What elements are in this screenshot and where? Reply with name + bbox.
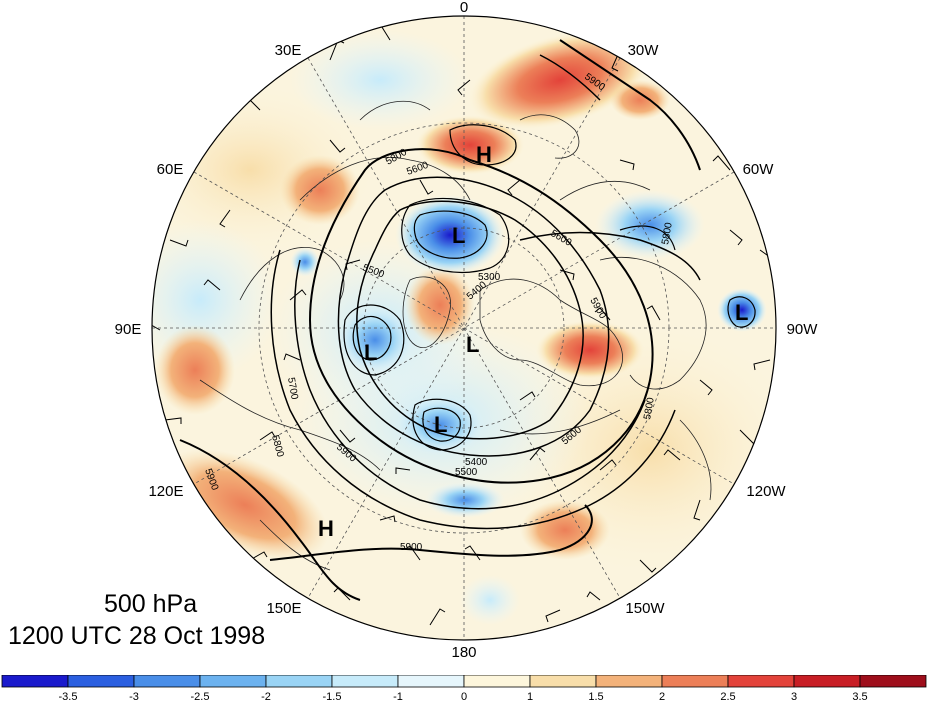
lon-label-180: 180 <box>451 644 476 661</box>
colorbar-tick-label: -3 <box>129 691 139 702</box>
lon-label-90e: 90E <box>115 321 142 338</box>
colorbar-box <box>67 675 135 688</box>
graticule <box>152 16 776 640</box>
contour-label: 5800 <box>642 396 657 420</box>
lon-label-150w: 150W <box>625 600 665 617</box>
lon-label-30w: 30W <box>628 42 660 59</box>
colorbar-tick-label: -2.5 <box>191 691 210 702</box>
contour-label: 5800 <box>660 221 675 245</box>
height-contours <box>179 39 756 601</box>
colorbar-box <box>793 675 861 688</box>
colorbar-tick-label: 3 <box>791 691 797 702</box>
map-border <box>151 15 777 641</box>
anomaly-shading <box>152 16 776 640</box>
lon-label-120w: 120W <box>746 483 786 500</box>
colorbar-boxes <box>1 675 927 688</box>
colorbar-box <box>859 675 927 688</box>
lon-label-60e: 60E <box>157 161 184 178</box>
colorbar-box <box>1 675 69 688</box>
low-center-marker: L <box>434 412 447 437</box>
low-center-marker: L <box>735 300 748 325</box>
lon-label-120e: 120E <box>148 483 183 500</box>
colorbar-tick-label: 2 <box>659 691 665 702</box>
colorbar-box <box>133 675 201 688</box>
contour-label: 5400 <box>465 457 488 468</box>
colorbar-tick-label: 2.5 <box>720 691 735 702</box>
high-center-marker: H <box>476 142 492 167</box>
lon-label-30e: 30E <box>275 42 302 59</box>
pressure-centers: H L L L L L H <box>318 142 748 541</box>
contour-label: 5300 <box>478 272 501 283</box>
colorbar-box <box>265 675 333 688</box>
colorbar-tick-label: 3.5 <box>852 691 867 702</box>
colorbar-box <box>463 675 531 688</box>
colorbar-box <box>397 675 465 688</box>
contour-label: 5500 <box>455 467 478 478</box>
contour-label: 5700 <box>285 377 300 401</box>
colorbar-box <box>661 675 729 688</box>
colorbar: -3.5 -3 -2.5 -2 -1.5 -1 0 1 1.5 2 2.5 3 3.5 <box>1 675 927 702</box>
colorbar-tick-label: -1.5 <box>323 691 342 702</box>
longitude-labels: 0 30W 60W 90W 120W 150W 180 150E 120E 90… <box>115 0 819 661</box>
colorbar-box <box>595 675 663 688</box>
colorbar-tick-label: -3.5 <box>59 691 78 702</box>
lon-label-150e: 150E <box>266 600 301 617</box>
high-center-marker: H <box>318 516 334 541</box>
low-center-marker: L <box>452 223 465 248</box>
colorbar-labels: -3.5 -3 -2.5 -2 -1.5 -1 0 1 1.5 2 2.5 3 3.5 <box>59 691 868 702</box>
lon-label-90w: 90W <box>787 321 819 338</box>
colorbar-box <box>529 675 597 688</box>
colorbar-box <box>199 675 267 688</box>
colorbar-box <box>331 675 399 688</box>
low-center-marker: L <box>466 332 479 357</box>
colorbar-tick-label: 0 <box>461 691 467 702</box>
lon-label-60w: 60W <box>743 161 775 178</box>
colorbar-tick-label: -1 <box>393 691 403 702</box>
low-center-marker: L <box>364 340 377 365</box>
coastlines <box>199 100 712 571</box>
lon-label-0: 0 <box>460 0 468 16</box>
valid-time-title: 1200 UTC 28 Oct 1998 <box>8 622 266 650</box>
contour-label: 5900 <box>400 542 423 553</box>
colorbar-tick-label: 1.5 <box>588 691 603 702</box>
colorbar-tick-label: 1 <box>527 691 533 702</box>
pressure-level-title: 500 hPa <box>104 590 198 618</box>
colorbar-tick-label: -2 <box>261 691 271 702</box>
colorbar-box <box>727 675 795 688</box>
